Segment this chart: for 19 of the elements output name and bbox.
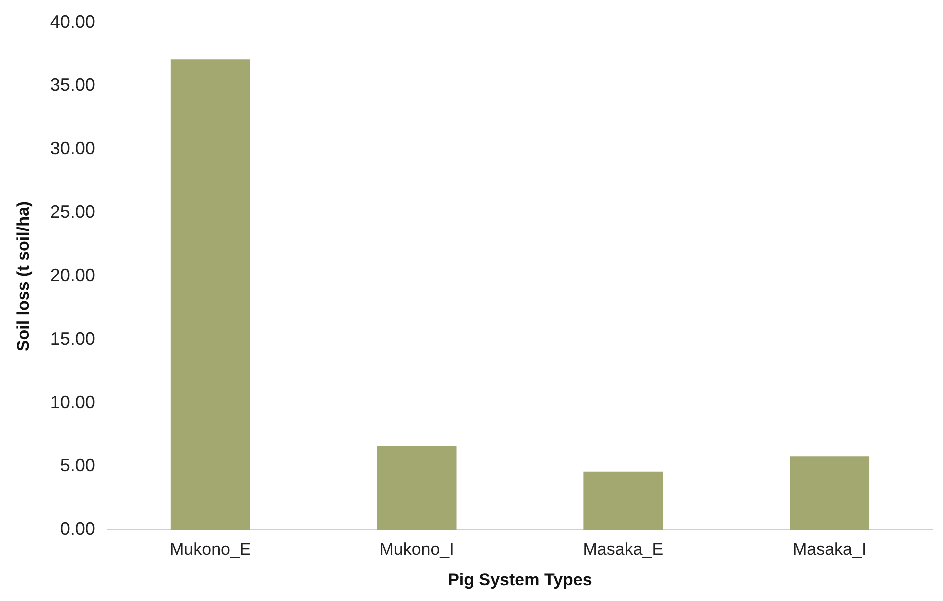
x-tick-label: Mukono_E bbox=[170, 540, 252, 560]
x-axis-title: Pig System Types bbox=[448, 570, 592, 590]
y-axis-title: Soil loss (t soil/ha) bbox=[14, 201, 33, 352]
y-tick-label: 15.00 bbox=[50, 328, 96, 349]
y-tick-label: 20.00 bbox=[50, 265, 96, 286]
bar bbox=[170, 60, 250, 530]
bar bbox=[584, 472, 664, 530]
y-tick-label: 0.00 bbox=[60, 519, 96, 540]
y-tick-label: 40.00 bbox=[50, 12, 96, 32]
bar bbox=[790, 456, 870, 530]
y-tick-label: 5.00 bbox=[60, 456, 96, 476]
x-tick-label: Masaka_I bbox=[792, 540, 867, 560]
bar bbox=[377, 446, 457, 530]
x-tick-label: Masaka_E bbox=[583, 540, 664, 560]
y-tick-label: 30.00 bbox=[50, 138, 96, 159]
y-tick-label: 25.00 bbox=[50, 202, 96, 222]
x-tick-label: Mukono_I bbox=[380, 540, 454, 560]
y-tick-label: 10.00 bbox=[50, 392, 96, 412]
y-tick-label: 35.00 bbox=[50, 75, 96, 96]
